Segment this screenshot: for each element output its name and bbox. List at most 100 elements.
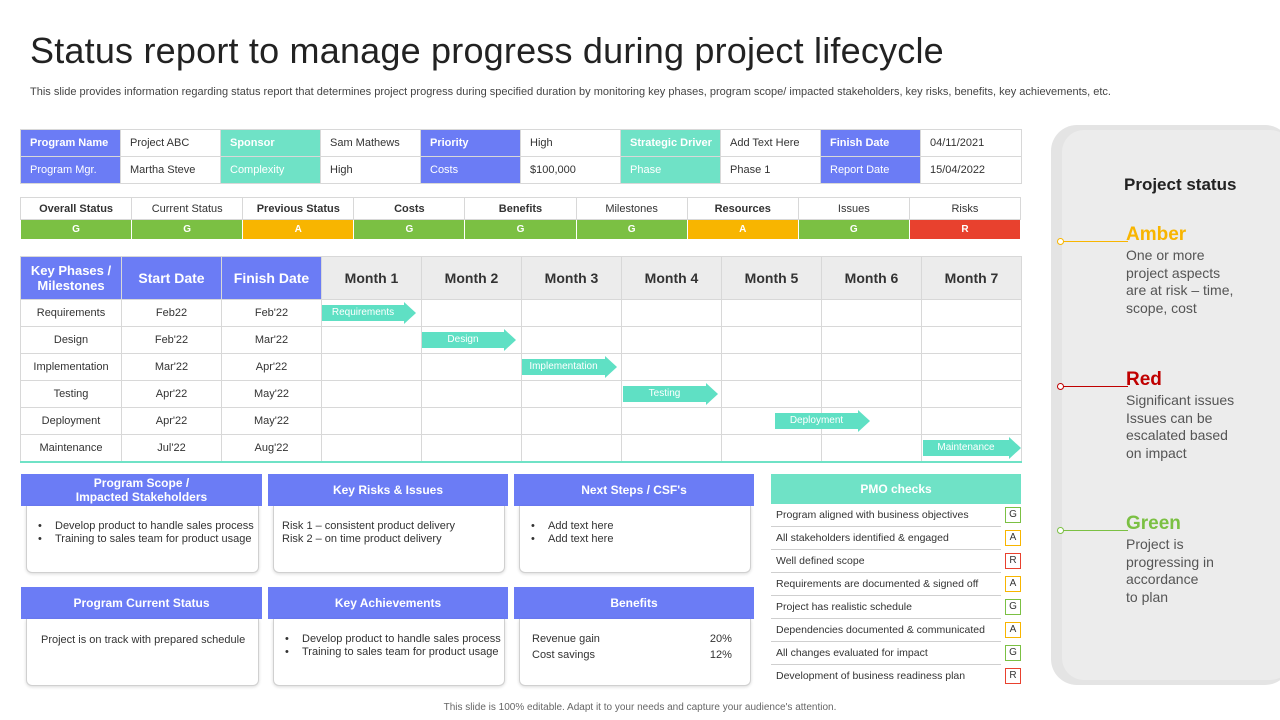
gantt-row: Maintenance Jul'22 Aug'22 Maintenance [20, 434, 1022, 463]
phase-start: Feb22 [121, 299, 222, 327]
info-value: Add Text Here [720, 129, 821, 157]
info-label: Strategic Driver [620, 129, 721, 157]
legend-green: Green Project is progressing in accordan… [1126, 513, 1266, 606]
gantt-row: Design Feb'22 Mar'22 Design [20, 326, 1022, 354]
phase-name: Testing [20, 380, 122, 408]
legend-description: One or more project aspects are at risk … [1126, 247, 1234, 316]
phase-start: Feb'22 [121, 326, 222, 354]
info-value: High [520, 129, 621, 157]
program-scope-body: Develop product to handle sales process … [26, 506, 259, 573]
pmo-checks-header: PMO checks [771, 474, 1021, 504]
phase-name: Design [20, 326, 122, 354]
info-label: Sponsor [220, 129, 321, 157]
next-steps-header: Next Steps / CSF's [514, 474, 754, 506]
gantt-header-finish: Finish Date [221, 256, 322, 300]
program-info-row: Program Mgr. Martha Steve Complexity Hig… [20, 156, 1022, 184]
pmo-check-label: Well defined scope [776, 555, 865, 567]
pmo-status-badge: G [1005, 645, 1021, 661]
phase-start: Apr'22 [121, 380, 222, 408]
pmo-check-label: Requirements are documented & signed off [776, 578, 979, 590]
phase-finish: Aug'22 [221, 434, 322, 463]
list-item: Add text here [528, 533, 750, 546]
phase-arrow: Requirements [322, 302, 416, 324]
info-label: Complexity [220, 156, 321, 184]
info-label: Phase [620, 156, 721, 184]
list-item: Training to sales team for product usage [35, 533, 258, 546]
program-scope-title-line: Program Scope / [93, 476, 190, 490]
legend-description: Significant issues Issues can be escalat… [1126, 392, 1235, 461]
program-scope-title-line: Impacted Stakeholders [75, 490, 208, 504]
pmo-check-row: All stakeholders identified & engaged A [771, 527, 1021, 550]
gantt-row: Requirements Feb22 Feb'22 Requirements [20, 299, 1022, 327]
status-badge: G [464, 219, 577, 240]
pmo-check-label: All stakeholders identified & engaged [776, 532, 949, 544]
status-table: Overall Status Current Status Previous S… [19, 197, 1022, 240]
list-item: Risk 1 – consistent product delivery [282, 520, 456, 532]
phase-arrow-label: Implementation [522, 359, 605, 375]
gantt-header-month: Month 7 [921, 256, 1022, 300]
status-header: Costs [353, 197, 466, 220]
legend-amber: Amber One or more project aspects are at… [1126, 224, 1266, 317]
benefit-label: Revenue gain [532, 633, 600, 645]
key-achievements-card: Key Achievements Develop product to hand… [268, 587, 508, 686]
phase-name: Implementation [20, 353, 122, 381]
phase-start: Jul'22 [121, 434, 222, 463]
phase-arrow: Testing [623, 383, 718, 405]
info-label: Program Mgr. [20, 156, 121, 184]
list-item: Add text here [528, 520, 750, 533]
green-dot-icon [1057, 527, 1064, 534]
status-badge: G [575, 219, 688, 240]
pmo-check-label: Dependencies documented & communicated [776, 624, 985, 636]
pmo-check-label: Program aligned with business objectives [776, 509, 969, 521]
status-badge: G [19, 219, 133, 240]
status-header: Risks [908, 197, 1022, 220]
phase-finish: Mar'22 [221, 326, 322, 354]
key-achievements-header: Key Achievements [268, 587, 508, 619]
list-item: Develop product to handle sales process [282, 633, 504, 646]
benefits-table: Revenue gain 20% Cost savings 12% [532, 631, 732, 663]
status-header: Milestones [575, 197, 688, 220]
legend-red: Red Significant issues Issues can be esc… [1126, 369, 1266, 462]
benefit-label: Cost savings [532, 649, 595, 661]
pmo-check-label: Development of business readiness plan [776, 670, 966, 682]
key-achievements-body: Develop product to handle sales process … [273, 619, 505, 686]
pmo-check-row: All changes evaluated for impact G [771, 642, 1021, 665]
next-steps-card: Next Steps / CSF's Add text here Add tex… [514, 474, 754, 573]
info-label: Finish Date [820, 129, 921, 157]
status-badge: G [131, 219, 244, 240]
phase-arrow-label: Testing [623, 386, 706, 402]
status-badge: A [686, 219, 799, 240]
project-status-title: Project status [1124, 175, 1237, 194]
status-header: Issues [797, 197, 910, 220]
program-info-row: Program Name Project ABC Sponsor Sam Mat… [20, 129, 1022, 157]
phase-arrow: Design [422, 329, 516, 351]
gantt-header-phase: Key Phases / Milestones [20, 256, 122, 300]
page-title: Status report to manage progress during … [30, 30, 944, 71]
info-value: Martha Steve [120, 156, 221, 184]
gantt-header-row: Key Phases / Milestones Start Date Finis… [20, 256, 1022, 300]
pmo-status-badge: R [1005, 668, 1021, 684]
pmo-status-badge: R [1005, 553, 1021, 569]
gantt-header-start: Start Date [121, 256, 222, 300]
pmo-status-badge: G [1005, 507, 1021, 523]
green-connector [1058, 530, 1128, 531]
red-dot-icon [1057, 383, 1064, 390]
phase-arrow: Maintenance [923, 437, 1021, 459]
status-badge: G [353, 219, 466, 240]
pmo-check-label: Project has realistic schedule [776, 601, 912, 613]
status-header: Current Status [131, 197, 244, 220]
phase-name: Requirements [20, 299, 122, 327]
status-header: Resources [686, 197, 799, 220]
pmo-check-row: Project has realistic schedule G [771, 596, 1021, 619]
legend-name: Red [1126, 369, 1162, 390]
pmo-status-badge: A [1005, 576, 1021, 592]
pmo-check-row: Dependencies documented & communicated A [771, 619, 1021, 642]
list-item: Risk 2 – on time product delivery [282, 533, 442, 545]
footer-note: This slide is 100% editable. Adapt it to… [443, 702, 837, 713]
pmo-status-badge: G [1005, 599, 1021, 615]
legend-name: Amber [1126, 224, 1187, 245]
benefits-header: Benefits [514, 587, 754, 619]
list-item: Develop product to handle sales process [35, 520, 258, 533]
program-info-table: Program Name Project ABC Sponsor Sam Mat… [20, 129, 1022, 184]
gantt-header-month: Month 5 [721, 256, 822, 300]
